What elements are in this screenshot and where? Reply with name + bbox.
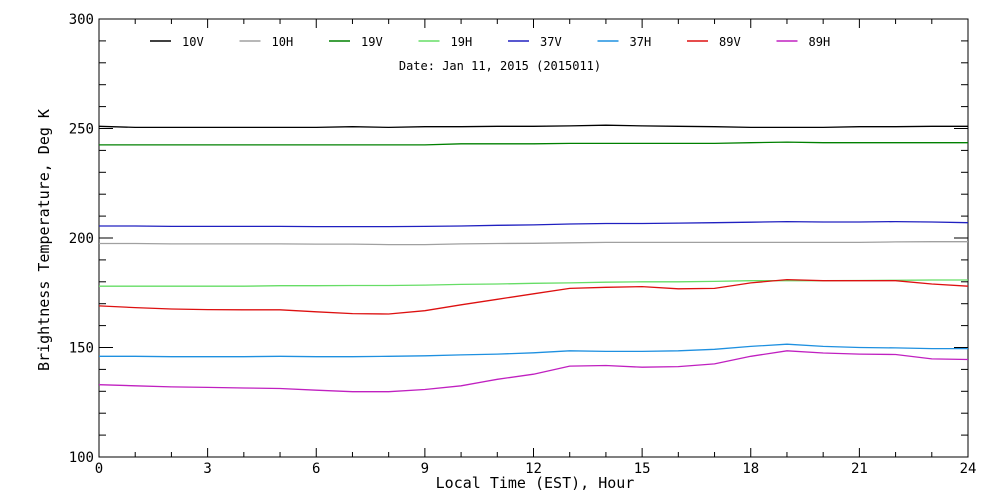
y-tick-label: 300 xyxy=(69,12,94,28)
legend-label-19v: 19V xyxy=(361,35,383,49)
axis-ticks xyxy=(98,18,969,458)
legend-label-19h: 19H xyxy=(451,35,473,49)
series-line-19v xyxy=(99,141,968,146)
series-line-10v xyxy=(98,124,968,129)
legend-label-89v: 89V xyxy=(719,35,741,49)
date-annotation: Date: Jan 11, 2015 (2015011) xyxy=(399,59,601,73)
legend: 10V 10H 19V 19H 37V 37H 89V 89H xyxy=(150,35,830,49)
x-tick-label: 9 xyxy=(421,461,429,477)
x-tick-label: 3 xyxy=(203,461,211,477)
series-lines xyxy=(98,124,969,393)
legend-label-37v: 37V xyxy=(540,35,562,49)
x-tick-label: 24 xyxy=(960,461,977,477)
y-tick-label: 150 xyxy=(69,341,94,357)
series-line-89h xyxy=(98,350,969,393)
plot-border xyxy=(98,18,969,458)
y-tick-label: 250 xyxy=(69,122,94,138)
x-tick-label: 0 xyxy=(95,461,103,477)
y-tick-label: 100 xyxy=(69,450,94,466)
x-axis-label: Local Time (EST), Hour xyxy=(436,474,635,492)
series-line-10h xyxy=(99,241,968,246)
axis-tick-labels: 0 3 6 9 12 15 18 21 24 100 150 200 250 300 xyxy=(69,12,977,477)
x-tick-label: 6 xyxy=(312,461,320,477)
legend-label-89h: 89H xyxy=(809,35,831,49)
legend-label-10h: 10H xyxy=(272,35,294,49)
series-line-37v xyxy=(99,220,969,228)
y-tick-label: 200 xyxy=(69,231,94,247)
x-tick-label: 12 xyxy=(525,461,542,477)
x-tick-label: 21 xyxy=(851,461,868,477)
series-line-89v xyxy=(98,278,969,315)
legend-label-37h: 37H xyxy=(630,35,652,49)
series-line-37h xyxy=(99,343,968,358)
x-tick-label: 15 xyxy=(634,461,651,477)
y-axis-label: Brightness Temperature, Deg K xyxy=(35,109,53,371)
x-tick-label: 18 xyxy=(742,461,759,477)
legend-label-10v: 10V xyxy=(182,35,204,49)
plot-frame xyxy=(98,18,969,458)
